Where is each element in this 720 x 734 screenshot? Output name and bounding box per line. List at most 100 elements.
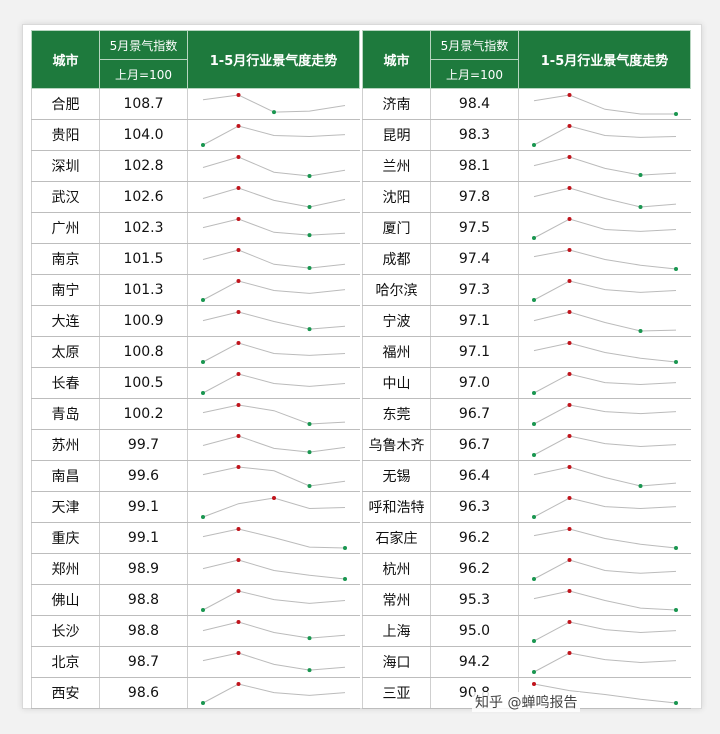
city-name: 深圳	[31, 150, 100, 182]
trend-line	[533, 466, 676, 487]
trend-high-point	[567, 620, 572, 624]
trend-low-point	[342, 546, 347, 550]
table-row: 佛山 98.8	[31, 584, 360, 616]
city-name: 石家庄	[362, 522, 431, 554]
trend-high-point	[567, 372, 572, 376]
trend-high-point	[567, 527, 572, 531]
table-row: 大连 100.9	[31, 305, 360, 337]
city-name: 杭州	[362, 553, 431, 585]
city-name: 兰州	[362, 150, 431, 182]
trend-sparkline	[531, 682, 678, 705]
trend-high-point	[567, 217, 572, 221]
table-row: 沈阳 97.8	[362, 181, 691, 213]
table-row: 厦门 97.5	[362, 212, 691, 244]
trend-low-point	[200, 701, 205, 705]
trend-sparkline	[531, 372, 676, 395]
index-value: 97.1	[430, 336, 519, 368]
table-row: 无锡 96.4	[362, 460, 691, 492]
index-value: 102.3	[99, 212, 188, 244]
trend-high-point	[236, 558, 241, 562]
trend-low-point	[531, 236, 536, 240]
city-name: 郑州	[31, 553, 100, 585]
index-value: 98.8	[99, 615, 188, 647]
index-value: 98.9	[99, 553, 188, 585]
trend-sparkline	[202, 186, 345, 209]
trend-sparkline-cell	[518, 429, 691, 461]
trend-line	[533, 187, 676, 208]
city-header: 城市	[362, 30, 431, 89]
trend-line	[202, 683, 345, 704]
index-header: 5月景气指数	[430, 30, 519, 60]
trend-high-point	[567, 155, 572, 159]
trend-sparkline	[202, 434, 345, 455]
index-value: 99.1	[99, 491, 188, 523]
trend-low-point	[307, 422, 312, 426]
trend-line	[202, 280, 345, 301]
trend-sparkline-cell	[187, 274, 360, 306]
city-name: 南昌	[31, 460, 100, 492]
trend-sparkline	[202, 527, 347, 550]
trend-sparkline-cell	[518, 336, 691, 368]
trend-line	[533, 249, 676, 270]
trend-sparkline-cell	[187, 150, 360, 182]
table-row: 郑州 98.9	[31, 553, 360, 585]
trend-sparkline	[202, 403, 345, 426]
city-name: 哈尔滨	[362, 274, 431, 306]
trend-sparkline-cell	[518, 181, 691, 213]
index-value: 97.3	[430, 274, 519, 306]
trend-sparkline	[531, 217, 676, 240]
trend-sparkline-cell	[187, 460, 360, 492]
trend-low-point	[307, 450, 312, 455]
trend-high-point	[271, 496, 276, 500]
city-name: 宁波	[362, 305, 431, 337]
city-name: 北京	[31, 646, 100, 678]
trend-sparkline-cell	[187, 522, 360, 554]
trend-line	[533, 528, 676, 549]
table-row: 常州 95.3	[362, 584, 691, 616]
trend-line	[533, 559, 676, 580]
trend-line	[202, 373, 345, 394]
trend-low-point	[673, 701, 678, 705]
trend-low-point	[638, 484, 643, 488]
table-row: 广州 102.3	[31, 212, 360, 244]
trend-high-point	[567, 496, 572, 500]
index-value: 95.3	[430, 584, 519, 616]
trend-sparkline	[533, 155, 676, 178]
trend-sparkline	[531, 403, 676, 426]
table-row: 哈尔滨 97.3	[362, 274, 691, 306]
trend-sparkline	[531, 124, 676, 147]
trend-high-point	[236, 155, 241, 159]
trend-low-point	[307, 233, 312, 238]
trend-sparkline	[202, 310, 345, 332]
trend-sparkline	[200, 124, 345, 147]
trend-high-point	[567, 93, 572, 97]
table-row: 重庆 99.1	[31, 522, 360, 554]
trend-line	[202, 590, 345, 611]
trend-line	[533, 94, 676, 115]
trend-high-point	[567, 651, 572, 655]
trend-low-point	[638, 329, 643, 333]
trend-low-point	[531, 670, 536, 674]
trend-line	[202, 187, 345, 208]
index-value: 98.3	[430, 119, 519, 151]
city-name: 厦门	[362, 212, 431, 244]
trend-sparkline	[202, 558, 347, 581]
city-name: 无锡	[362, 460, 431, 492]
trend-sparkline-cell	[187, 181, 360, 213]
table-row: 中山 97.0	[362, 367, 691, 399]
trend-high-point	[236, 372, 241, 376]
index-value: 96.2	[430, 553, 519, 585]
trend-sparkline-cell	[187, 119, 360, 151]
trend-high-point	[567, 248, 572, 252]
index-value: 99.7	[99, 429, 188, 461]
trend-sparkline-cell	[187, 615, 360, 647]
trend-sparkline-cell	[518, 584, 691, 616]
trend-line	[533, 373, 676, 394]
trend-sparkline	[533, 527, 678, 550]
trend-sparkline	[202, 620, 345, 641]
city-name: 西安	[31, 677, 100, 709]
trend-sparkline	[531, 279, 676, 302]
trend-line	[202, 528, 345, 549]
trend-sparkline-cell	[187, 646, 360, 678]
trend-low-point	[307, 205, 312, 209]
